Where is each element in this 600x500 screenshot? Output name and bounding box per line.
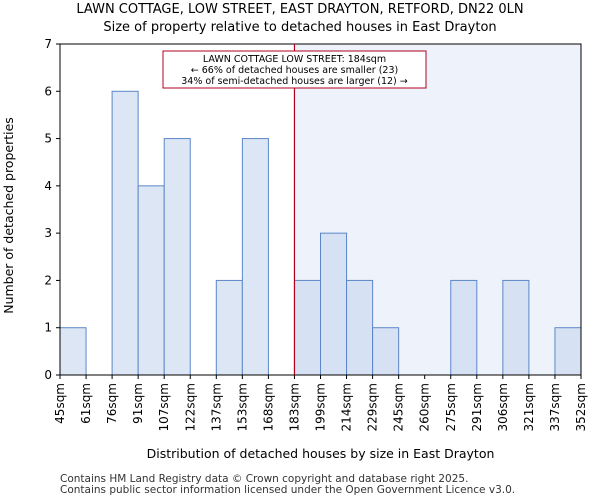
bar [59,327,87,376]
x-tick-label: 137sqm [209,383,223,431]
annotation-line: 34% of semi-detached houses are larger (… [181,76,408,87]
x-tick-label: 214sqm [340,383,354,431]
bar [346,279,374,376]
x-tick-label: 337sqm [548,383,562,431]
x-tick-label: 122sqm [183,383,197,431]
footer-line-2: Contains public sector information licen… [60,484,516,496]
x-tick-label: 107sqm [157,383,171,431]
x-tick-label: 352sqm [574,383,588,431]
chart-subtitle: Size of property relative to detached ho… [103,20,497,35]
x-tick-label: 199sqm [314,383,328,431]
bar [293,279,322,376]
y-tick-label: 3 [44,226,52,240]
x-tick-label: 275sqm [444,383,458,431]
x-tick-label: 61sqm [79,383,93,424]
x-tick-label: 45sqm [53,383,67,424]
chart-title: LAWN COTTAGE, LOW STREET, EAST DRAYTON, … [76,2,524,17]
x-axis-label: Distribution of detached houses by size … [147,446,495,461]
bar [554,327,582,376]
bar [241,138,269,376]
x-tick-label: 321sqm [522,383,536,431]
y-tick-label: 6 [44,84,52,98]
y-tick-label: 2 [44,273,52,287]
bar [137,185,165,376]
x-tick-label: 291sqm [470,383,484,431]
x-tick-label: 306sqm [496,383,510,431]
x-tick-label: 91sqm [131,383,145,424]
bar [450,279,478,376]
x-tick-label: 153sqm [235,383,249,431]
footer-line-1: Contains HM Land Registry data © Crown c… [60,473,469,485]
y-tick-label: 4 [44,179,52,193]
x-tick-label: 245sqm [392,383,406,431]
bar [502,279,530,376]
bar [163,138,191,376]
x-tick-label: 168sqm [261,383,275,431]
bar [372,327,400,376]
annotation-line: ← 66% of detached houses are smaller (23… [191,65,398,76]
y-axis-label: Number of detached properties [1,117,16,314]
x-tick-label: 76sqm [105,383,119,424]
x-tick-label: 183sqm [287,383,301,431]
annotation-line: LAWN COTTAGE LOW STREET: 184sqm [203,54,386,65]
y-tick-label: 7 [44,37,52,51]
y-tick-label: 0 [44,368,52,382]
y-tick-label: 5 [44,132,52,146]
x-tick-label: 229sqm [366,383,380,431]
bar [320,232,348,376]
y-tick-label: 1 [44,321,52,335]
x-tick-label: 260sqm [418,383,432,431]
bar [215,279,243,376]
bar [111,90,139,376]
annotation-box [162,50,427,89]
